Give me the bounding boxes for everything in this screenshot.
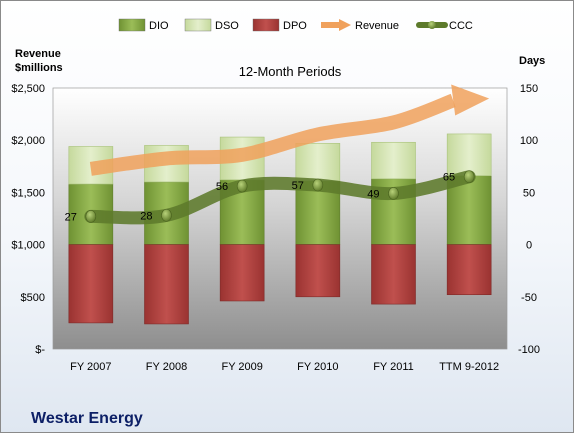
ccc-point [236, 179, 248, 193]
bar-dpo [446, 244, 492, 296]
bar-dso [295, 143, 341, 182]
left-tick-label: $2,000 [11, 135, 45, 147]
legend-label-ccc: CCC [449, 20, 473, 32]
ccc-data-label: 27 [65, 211, 77, 223]
left-tick-label: $1,000 [11, 240, 45, 252]
left-tick-label: $1,500 [11, 187, 45, 199]
left-axis-label: Revenue $millions [15, 48, 63, 74]
left-axis-ticks: $- $500 $1,000 $1,500 $2,000 $2,500 [11, 83, 45, 356]
legend-swatch-dio [118, 18, 146, 32]
legend-label-dio: DIO [149, 20, 169, 32]
bar-dso [446, 133, 492, 176]
company-name: Westar Energy [31, 410, 143, 427]
bar-dpo [68, 244, 114, 324]
legend-label-revenue: Revenue [355, 20, 399, 32]
revenue-line [89, 93, 456, 176]
left-tick-label: $- [35, 344, 45, 356]
ccc-data-label: 49 [367, 188, 379, 200]
left-tick-label: $2,500 [11, 83, 45, 95]
right-axis-label: Days [519, 55, 545, 67]
ccc-data-label: 57 [292, 180, 304, 192]
x-tick-label: FY 2008 [146, 361, 187, 373]
legend: DIO DSO DPO Revenue CCC [118, 18, 473, 32]
ccc-point [85, 210, 97, 223]
data-labels-layer: 27 28 56 57 49 65 [65, 172, 456, 224]
ccc-point [388, 187, 399, 200]
legend-marker-ccc [428, 21, 436, 29]
legend-swatch-dpo [252, 18, 280, 32]
x-tick-label: FY 2007 [70, 361, 111, 373]
legend-label-dso: DSO [215, 20, 239, 32]
right-tick-label: 100 [520, 135, 538, 147]
right-tick-label: 150 [520, 83, 538, 95]
bar-dpo [219, 244, 265, 302]
bar-dpo [295, 244, 341, 298]
x-tick-label: FY 2011 [373, 361, 414, 373]
x-tick-label: TTM 9-2012 [439, 361, 499, 373]
ccc-line [84, 170, 476, 225]
ccc-point [312, 178, 324, 192]
legend-swatch-dso [184, 18, 212, 32]
x-axis-ticks: FY 2007 FY 2008 FY 2009 FY 2010 FY 2011 TTM 9… [70, 361, 499, 373]
right-tick-label: -100 [518, 344, 540, 356]
right-axis-ticks: -100 -50 0 50 100 150 [518, 83, 540, 356]
ccc-point [161, 209, 172, 222]
right-tick-label: 0 [526, 240, 532, 252]
right-tick-label: -50 [521, 292, 537, 304]
left-tick-label: $500 [21, 292, 45, 304]
x-tick-label: FY 2009 [221, 361, 262, 373]
bar-dso [371, 141, 416, 180]
legend-label-dpo: DPO [283, 20, 307, 32]
ccc-point [463, 170, 475, 184]
revenue-arrowhead [451, 84, 490, 116]
chart-title: 12-Month Periods [239, 64, 342, 79]
ccc-data-label: 28 [140, 210, 152, 222]
bar-dpo [144, 244, 189, 325]
lines-layer [84, 84, 490, 225]
legend-arrow-revenue [339, 19, 351, 31]
x-tick-label: FY 2010 [297, 361, 338, 373]
ccc-data-label: 65 [443, 172, 455, 184]
bar-dpo [371, 244, 416, 305]
ccc-data-label: 56 [216, 181, 228, 193]
right-tick-label: 50 [523, 187, 535, 199]
